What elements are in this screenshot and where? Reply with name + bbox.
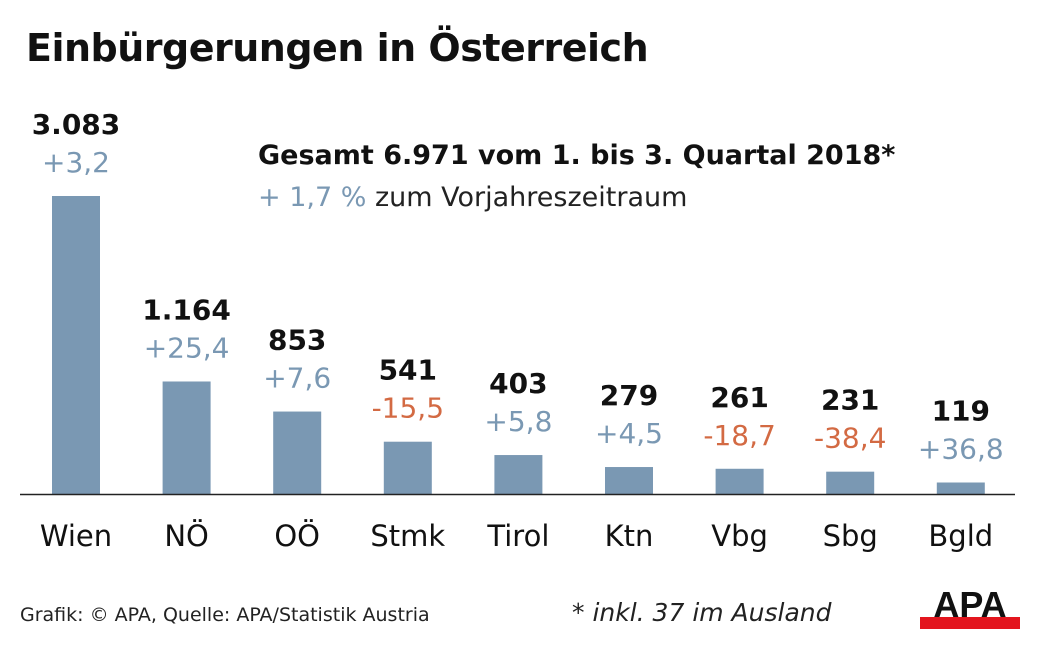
category-label: Ktn [605, 519, 654, 553]
category-label: Wien [40, 519, 112, 553]
chart-title: Einbürgerungen in Österreich [26, 26, 649, 70]
value-label: 231 [821, 384, 879, 417]
category-label: NÖ [164, 519, 209, 553]
change-label: -18,7 [703, 419, 775, 452]
bar-Ktn [605, 467, 653, 494]
bar-Vbg [715, 468, 764, 494]
change-label: +4,5 [595, 417, 663, 450]
change-label: +3,2 [42, 146, 110, 179]
source-text: Grafik: © APA, Quelle: APA/Statistik Aus… [20, 604, 430, 626]
change-label: +36,8 [918, 432, 1004, 465]
chart-total: Gesamt 6.971 vom 1. bis 3. Quartal 2018* [258, 140, 896, 171]
value-label: 261 [710, 381, 768, 414]
category-label: Vbg [711, 519, 768, 553]
category-label: Sbg [823, 519, 878, 553]
apa-logo: APA [920, 586, 1020, 629]
bar-NÖ [162, 381, 211, 494]
change-percent: + 1,7 % [258, 182, 367, 213]
value-label: 279 [600, 379, 658, 412]
change-text: zum Vorjahreszeitraum [366, 182, 688, 213]
category-label: Bgld [928, 519, 993, 553]
value-label: 853 [268, 324, 326, 357]
category-label: Stmk [370, 519, 445, 553]
category-label: OÖ [274, 519, 320, 553]
value-label: 119 [932, 394, 990, 427]
footnote: * inkl. 37 im Ausland [572, 598, 832, 627]
chart-subtitle: + 1,7 % zum Vorjahreszeitraum [258, 182, 687, 213]
category-label: Tirol [486, 519, 549, 553]
change-label: +7,6 [263, 362, 331, 395]
bar-Sbg [826, 471, 875, 494]
bar-Stmk [383, 441, 432, 494]
change-label: +5,8 [484, 405, 552, 438]
value-label: 1.164 [142, 293, 231, 326]
bar-Bgld [936, 482, 985, 494]
bar-OÖ [273, 411, 322, 494]
bar-Tirol [494, 455, 543, 494]
value-label: 403 [489, 367, 547, 400]
bar-Wien [52, 196, 100, 494]
value-label: 3.083 [32, 108, 121, 141]
change-label: +25,4 [144, 331, 230, 364]
value-label: 541 [379, 354, 437, 387]
change-label: -38,4 [814, 422, 886, 455]
change-label: -15,5 [372, 392, 444, 425]
